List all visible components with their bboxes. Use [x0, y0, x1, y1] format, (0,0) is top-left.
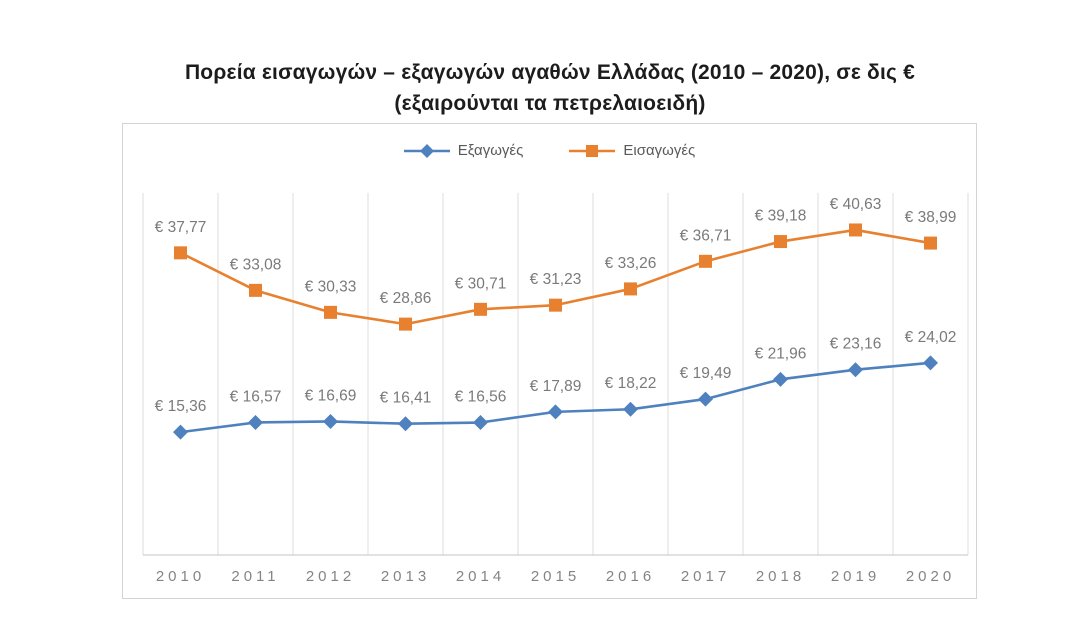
exports-marker-2011 [248, 414, 263, 430]
x-tick-label: 2015 [531, 568, 580, 585]
exports-line-diamond-marker-icon [403, 143, 450, 158]
legend-item-exports: Εξαγωγές [403, 142, 524, 159]
x-tick-label: 2018 [756, 568, 805, 585]
exports-data-label-2016: € 18,22 [605, 375, 657, 392]
x-tick-label: 2012 [306, 568, 355, 585]
imports-data-label-2017: € 36,71 [680, 227, 732, 244]
imports-data-label-2016: € 33,26 [605, 255, 657, 272]
legend-item-imports: Εισαγωγές [569, 142, 695, 159]
x-tick-label: 2019 [831, 568, 880, 585]
exports-marker-2014 [473, 415, 488, 431]
imports-data-label-2018: € 39,18 [755, 208, 807, 225]
imports-data-label-2020: € 38,99 [905, 209, 957, 226]
imports-data-label-2015: € 31,23 [530, 271, 582, 288]
legend-label-exports: Εξαγωγές [457, 142, 524, 159]
imports-marker-2020 [924, 236, 937, 250]
exports-data-label-2010: € 15,36 [155, 398, 207, 415]
exports-marker-2013 [398, 416, 413, 432]
chart-plot-border [122, 123, 977, 599]
x-tick-label: 2017 [681, 568, 730, 585]
chart-title-line1: Πορεία εισαγωγών – εξαγωγών αγαθών Ελλάδ… [184, 61, 916, 84]
exports-data-label-2014: € 16,56 [455, 389, 507, 406]
exports-data-label-2020: € 24,02 [905, 329, 957, 346]
imports-marker-2019 [849, 223, 862, 237]
exports-data-label-2019: € 23,16 [830, 336, 882, 353]
legend-label-imports: Εισαγωγές [623, 142, 696, 159]
chart-title-line2: (εξαιρούνται τα πετρελαιοειδή) [394, 92, 706, 115]
imports-marker-2018 [774, 235, 787, 249]
imports-marker-2015 [549, 298, 562, 312]
chart-title: Πορεία εισαγωγών – εξαγωγών αγαθών Ελλάδ… [122, 57, 978, 119]
exports-data-label-2017: € 19,49 [680, 365, 732, 382]
exports-marker-2015 [548, 404, 563, 420]
imports-marker-2014 [474, 302, 487, 316]
imports-data-label-2011: € 33,08 [230, 256, 282, 273]
exports-data-label-2011: € 16,57 [230, 388, 282, 405]
chart-legend: Εξαγωγές Εισαγωγές [122, 142, 977, 159]
imports-data-label-2012: € 30,33 [305, 278, 357, 295]
exports-marker-2020 [923, 355, 938, 371]
exports-data-label-2018: € 21,96 [755, 345, 807, 362]
imports-data-label-2019: € 40,63 [830, 196, 882, 213]
exports-marker-2019 [848, 362, 863, 378]
x-tick-label: 2020 [906, 568, 955, 585]
exports-marker-2018 [773, 371, 788, 387]
imports-marker-2013 [399, 317, 412, 331]
x-tick-label: 2014 [456, 568, 505, 585]
x-tick-label: 2010 [156, 568, 205, 585]
exports-data-label-2012: € 16,69 [305, 387, 357, 404]
imports-marker-2012 [324, 305, 337, 319]
imports-data-label-2014: € 30,71 [455, 275, 507, 292]
exports-marker-2016 [623, 401, 638, 417]
exports-marker-2017 [698, 391, 713, 407]
exports-data-label-2013: € 16,41 [380, 390, 432, 407]
x-tick-label: 2013 [381, 568, 430, 585]
x-tick-label: 2011 [231, 568, 279, 585]
imports-marker-2016 [624, 282, 637, 296]
exports-marker-2010 [173, 424, 188, 440]
imports-line-square-marker-icon [569, 144, 616, 157]
imports-data-label-2010: € 37,77 [155, 219, 207, 236]
imports-marker-2017 [699, 254, 712, 268]
imports-marker-2010 [174, 246, 187, 260]
imports-marker-2011 [249, 283, 262, 297]
imports-data-label-2013: € 28,86 [380, 290, 432, 307]
x-tick-label: 2016 [606, 568, 655, 585]
exports-marker-2012 [323, 413, 338, 429]
exports-data-label-2015: € 17,89 [530, 378, 582, 395]
